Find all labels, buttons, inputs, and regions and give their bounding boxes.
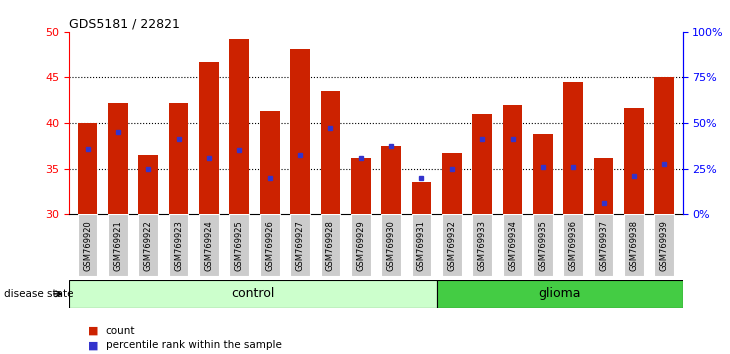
Bar <box>381 146 401 214</box>
FancyBboxPatch shape <box>69 280 437 308</box>
Text: GSM769936: GSM769936 <box>569 219 577 271</box>
Bar <box>533 134 553 214</box>
Text: GDS5181 / 22821: GDS5181 / 22821 <box>69 18 180 31</box>
Text: GSM769929: GSM769929 <box>356 220 365 270</box>
Text: GSM769925: GSM769925 <box>235 220 244 270</box>
FancyBboxPatch shape <box>472 214 492 276</box>
Text: control: control <box>231 287 274 300</box>
Text: GSM769933: GSM769933 <box>477 219 487 271</box>
Bar <box>655 78 675 214</box>
FancyBboxPatch shape <box>503 214 523 276</box>
FancyBboxPatch shape <box>229 214 249 276</box>
Text: GSM769921: GSM769921 <box>113 220 123 270</box>
Bar <box>564 82 583 214</box>
Bar <box>412 182 431 214</box>
Text: GSM769920: GSM769920 <box>83 220 92 270</box>
Text: GSM769927: GSM769927 <box>296 220 304 270</box>
Bar <box>108 103 128 214</box>
FancyBboxPatch shape <box>437 280 683 308</box>
FancyBboxPatch shape <box>199 214 219 276</box>
Text: GSM769930: GSM769930 <box>387 220 396 270</box>
Text: GSM769926: GSM769926 <box>265 220 274 270</box>
FancyBboxPatch shape <box>260 214 280 276</box>
Text: ■: ■ <box>88 326 98 336</box>
Bar <box>229 39 249 214</box>
Text: percentile rank within the sample: percentile rank within the sample <box>106 340 282 350</box>
Text: GSM769934: GSM769934 <box>508 220 517 270</box>
FancyBboxPatch shape <box>291 214 310 276</box>
Text: GSM769939: GSM769939 <box>660 220 669 270</box>
FancyBboxPatch shape <box>564 214 583 276</box>
FancyBboxPatch shape <box>381 214 401 276</box>
FancyBboxPatch shape <box>412 214 431 276</box>
FancyBboxPatch shape <box>320 214 340 276</box>
Bar <box>77 123 97 214</box>
FancyBboxPatch shape <box>593 214 613 276</box>
Text: disease state: disease state <box>4 289 73 299</box>
Text: GSM769932: GSM769932 <box>447 220 456 270</box>
Bar <box>442 153 461 214</box>
Bar <box>624 108 644 214</box>
Text: GSM769922: GSM769922 <box>144 220 153 270</box>
Bar <box>593 158 613 214</box>
Text: ■: ■ <box>88 340 98 350</box>
FancyBboxPatch shape <box>533 214 553 276</box>
Text: glioma: glioma <box>538 287 581 300</box>
Text: GSM769923: GSM769923 <box>174 220 183 270</box>
Text: GSM769924: GSM769924 <box>204 220 213 270</box>
Text: GSM769937: GSM769937 <box>599 219 608 271</box>
Text: GSM769928: GSM769928 <box>326 220 335 270</box>
Bar <box>169 103 188 214</box>
FancyBboxPatch shape <box>351 214 371 276</box>
FancyBboxPatch shape <box>169 214 188 276</box>
Bar <box>139 155 158 214</box>
Bar <box>199 62 219 214</box>
Text: GSM769931: GSM769931 <box>417 220 426 270</box>
FancyBboxPatch shape <box>139 214 158 276</box>
Bar <box>260 111 280 214</box>
FancyBboxPatch shape <box>77 214 97 276</box>
FancyBboxPatch shape <box>655 214 675 276</box>
Bar <box>472 114 492 214</box>
Text: count: count <box>106 326 135 336</box>
Bar <box>503 105 523 214</box>
FancyBboxPatch shape <box>624 214 644 276</box>
Bar <box>291 49 310 214</box>
Bar <box>351 158 371 214</box>
Text: GSM769935: GSM769935 <box>539 220 548 270</box>
FancyBboxPatch shape <box>442 214 461 276</box>
FancyBboxPatch shape <box>108 214 128 276</box>
Text: GSM769938: GSM769938 <box>629 219 639 271</box>
Bar <box>320 91 340 214</box>
